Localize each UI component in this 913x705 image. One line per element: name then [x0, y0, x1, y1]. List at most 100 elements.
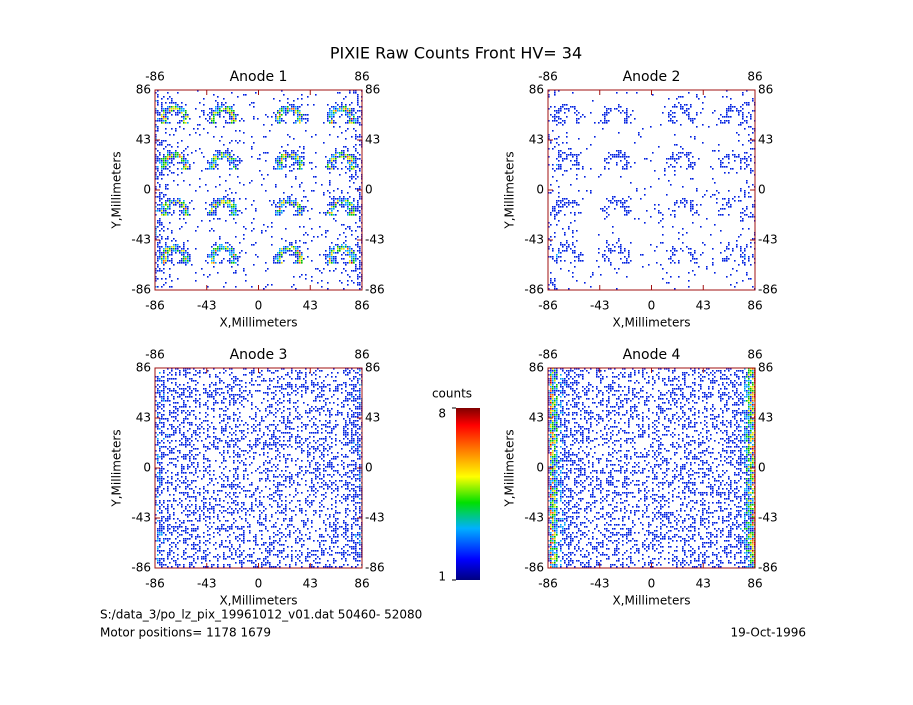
y-tick-label-right: -86 [758, 561, 778, 575]
count-texture [550, 368, 756, 568]
count-texture [157, 370, 363, 566]
x-tick-label-top: 86 [747, 348, 762, 362]
x-tick-label: 0 [255, 299, 263, 313]
y-tick-label-right: 0 [365, 461, 373, 475]
y-tick-label-right: -43 [365, 233, 385, 247]
count-texture [550, 368, 756, 568]
y-tick-label-right: -86 [758, 283, 778, 297]
panel: Anode 2 X,Millimeters Y,Millimeters -86 -86 -… [503, 69, 778, 330]
x-tick-label: -86 [538, 577, 558, 591]
x-tick-label: -43 [197, 299, 217, 313]
y-tick-label-right: 0 [758, 461, 766, 475]
y-tick-label: -43 [131, 233, 151, 247]
y-tick-label-right: 86 [365, 83, 380, 97]
y-tick-label-right: 86 [758, 361, 773, 375]
y-axis-label: Y,Millimeters [503, 151, 517, 229]
footer-motor: Motor positions= 1178 1679 [100, 626, 271, 640]
y-tick-label: -86 [131, 561, 151, 575]
y-tick-label: -86 [524, 561, 544, 575]
x-tick-label: 43 [303, 299, 318, 313]
y-tick-label-right: 43 [365, 411, 380, 425]
y-tick-label: 86 [529, 83, 544, 97]
count-texture [548, 368, 756, 568]
y-tick-label: 86 [136, 83, 151, 97]
y-tick-label-right: -43 [758, 511, 778, 525]
y-tick-label-right: 86 [365, 361, 380, 375]
y-tick-label: 0 [143, 183, 151, 197]
count-texture [163, 108, 353, 264]
y-tick-label-right: -86 [365, 561, 385, 575]
y-tick-label: 43 [136, 411, 151, 425]
y-tick-label-right: 43 [365, 133, 380, 147]
colorbar-label: counts [432, 387, 472, 401]
y-tick-label-right: 0 [365, 183, 373, 197]
y-tick-label-right: -43 [365, 511, 385, 525]
colorbar-tick-label: 1 [438, 570, 446, 584]
y-tick-label-right: 43 [758, 133, 773, 147]
x-tick-label: 43 [696, 577, 711, 591]
count-texture [163, 116, 353, 264]
y-tick-label-right: 86 [758, 83, 773, 97]
x-tick-label: -43 [590, 577, 610, 591]
colorbar [456, 408, 480, 580]
y-tick-label: 43 [529, 133, 544, 147]
y-tick-label: -86 [524, 283, 544, 297]
y-tick-label: -43 [131, 511, 151, 525]
panel-title: Anode 3 [230, 347, 288, 363]
panel-title: Anode 1 [230, 69, 288, 85]
x-tick-label: 0 [255, 577, 263, 591]
x-tick-label-top: 86 [747, 70, 762, 84]
x-tick-label-top: -86 [538, 348, 558, 362]
x-tick-label: 43 [696, 299, 711, 313]
x-tick-label-top: -86 [145, 348, 165, 362]
panel-title: Anode 2 [623, 69, 681, 85]
count-texture [548, 368, 756, 568]
y-tick-label: 0 [143, 461, 151, 475]
y-axis-label: Y,Millimeters [503, 429, 517, 507]
footer-file: S:/data_3/po_lz_pix_19961012_v01.dat 504… [100, 608, 422, 622]
y-tick-label: -86 [131, 283, 151, 297]
x-tick-label: 0 [648, 577, 656, 591]
y-tick-label-right: -43 [758, 233, 778, 247]
x-tick-label: 86 [354, 299, 369, 313]
count-texture [155, 90, 363, 290]
count-texture [155, 368, 363, 568]
y-tick-label: 0 [536, 461, 544, 475]
y-tick-label: -43 [524, 233, 544, 247]
x-tick-label: 86 [747, 577, 762, 591]
x-tick-label-top: -86 [145, 70, 165, 84]
x-tick-label: -86 [538, 299, 558, 313]
y-tick-label: 86 [136, 361, 151, 375]
y-tick-label: 43 [136, 133, 151, 147]
x-tick-label: 86 [747, 299, 762, 313]
x-tick-label: -43 [590, 299, 610, 313]
count-texture [548, 90, 756, 290]
x-tick-label: 0 [648, 299, 656, 313]
y-axis-label: Y,Millimeters [110, 429, 124, 507]
x-tick-label-top: -86 [538, 70, 558, 84]
panel: Anode 3 X,Millimeters Y,Millimeters -86 -86 -… [110, 347, 385, 608]
y-tick-label: 43 [529, 411, 544, 425]
y-tick-label-right: 43 [758, 411, 773, 425]
x-axis-label: X,Millimeters [612, 316, 690, 330]
panel: Anode 4 X,Millimeters Y,Millimeters -86 -86 -… [503, 347, 778, 608]
x-tick-label: 86 [354, 577, 369, 591]
panel-title: Anode 4 [623, 347, 681, 363]
y-tick-label: 86 [529, 361, 544, 375]
x-tick-label: 43 [303, 577, 318, 591]
y-tick-label-right: 0 [758, 183, 766, 197]
count-texture [556, 164, 746, 258]
x-tick-label: -43 [197, 577, 217, 591]
y-tick-label: 0 [536, 183, 544, 197]
y-axis-label: Y,Millimeters [110, 151, 124, 229]
panel: Anode 1 X,Millimeters Y,Millimeters -86 -86 -… [110, 69, 385, 330]
x-tick-label-top: 86 [354, 70, 369, 84]
x-axis-label: X,Millimeters [219, 316, 297, 330]
figure-title: PIXIE Raw Counts Front HV= 34 [330, 44, 582, 63]
y-tick-label: -43 [524, 511, 544, 525]
x-tick-label-top: 86 [354, 348, 369, 362]
x-axis-label: X,Millimeters [219, 594, 297, 608]
y-tick-label-right: -86 [365, 283, 385, 297]
